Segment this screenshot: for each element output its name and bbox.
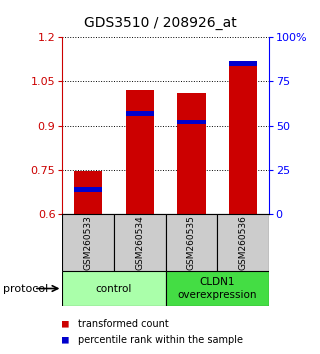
Bar [62,214,114,271]
Text: GSM260536: GSM260536 [238,215,247,270]
Text: GSM260533: GSM260533 [84,215,93,270]
Bar [114,214,166,271]
Bar [74,171,102,214]
Bar [177,120,205,125]
Bar [229,62,257,214]
Bar [126,90,154,214]
Text: ■: ■ [62,335,69,345]
Bar [62,271,166,306]
Bar [217,214,269,271]
Text: GSM260535: GSM260535 [187,215,196,270]
Text: protocol: protocol [3,284,48,293]
Text: GDS3510 / 208926_at: GDS3510 / 208926_at [84,16,236,30]
Text: ■: ■ [62,319,69,329]
Text: percentile rank within the sample: percentile rank within the sample [78,335,244,345]
Bar [166,271,269,306]
Bar [74,187,102,192]
Text: transformed count: transformed count [78,319,169,329]
Bar [126,111,154,116]
Text: GSM260534: GSM260534 [135,215,144,270]
Bar [229,61,257,66]
Text: control: control [96,284,132,293]
Bar [177,93,205,214]
Text: CLDN1
overexpression: CLDN1 overexpression [178,277,257,300]
Bar [166,214,217,271]
